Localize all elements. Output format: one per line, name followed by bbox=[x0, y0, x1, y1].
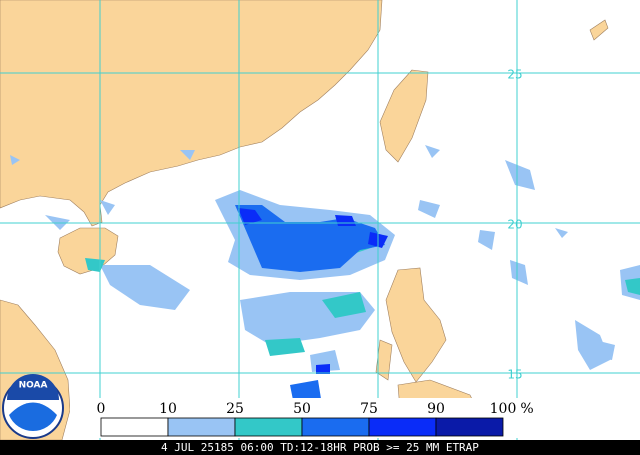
legend: 0 10 25 50 75 90 100% bbox=[70, 398, 534, 438]
rain-area bbox=[322, 292, 366, 318]
rain-area bbox=[100, 265, 190, 310]
legend-swatch bbox=[368, 417, 437, 437]
legend-label: 90 bbox=[427, 401, 445, 417]
legend-swatch bbox=[301, 417, 370, 437]
lat-label: 15 bbox=[507, 368, 522, 382]
island bbox=[589, 19, 609, 41]
footer-bar bbox=[0, 440, 640, 455]
legend-swatch bbox=[167, 417, 236, 437]
legend-label: 75 bbox=[360, 401, 378, 417]
island bbox=[375, 339, 393, 381]
logo-text: NOAA bbox=[19, 381, 48, 391]
legend-swatch bbox=[100, 417, 169, 437]
rain-area bbox=[238, 208, 388, 248]
taiwan bbox=[379, 69, 429, 163]
rain-area bbox=[625, 278, 640, 295]
rain-area bbox=[265, 338, 305, 356]
rain-area bbox=[316, 364, 330, 374]
logo-sea bbox=[9, 402, 57, 431]
lat-label: 25 bbox=[507, 68, 522, 82]
legend-label: 10 bbox=[159, 401, 177, 417]
legend-swatch bbox=[435, 417, 504, 437]
footer-text: 4 JUL 25185 06:00 TD:12-18HR PROB >= 25 … bbox=[161, 441, 479, 454]
luzon bbox=[385, 267, 447, 383]
legend-swatch bbox=[234, 417, 303, 437]
logo-sky bbox=[7, 374, 59, 400]
legend-label: 25 bbox=[226, 401, 244, 417]
legend-unit: % bbox=[520, 401, 533, 417]
noaa-logo: NOAA bbox=[2, 374, 64, 439]
legend-label: 50 bbox=[293, 401, 311, 417]
legend-label: 0 bbox=[97, 401, 106, 417]
lat-label: 20 bbox=[507, 218, 522, 232]
legend-label: 100 bbox=[490, 401, 517, 417]
